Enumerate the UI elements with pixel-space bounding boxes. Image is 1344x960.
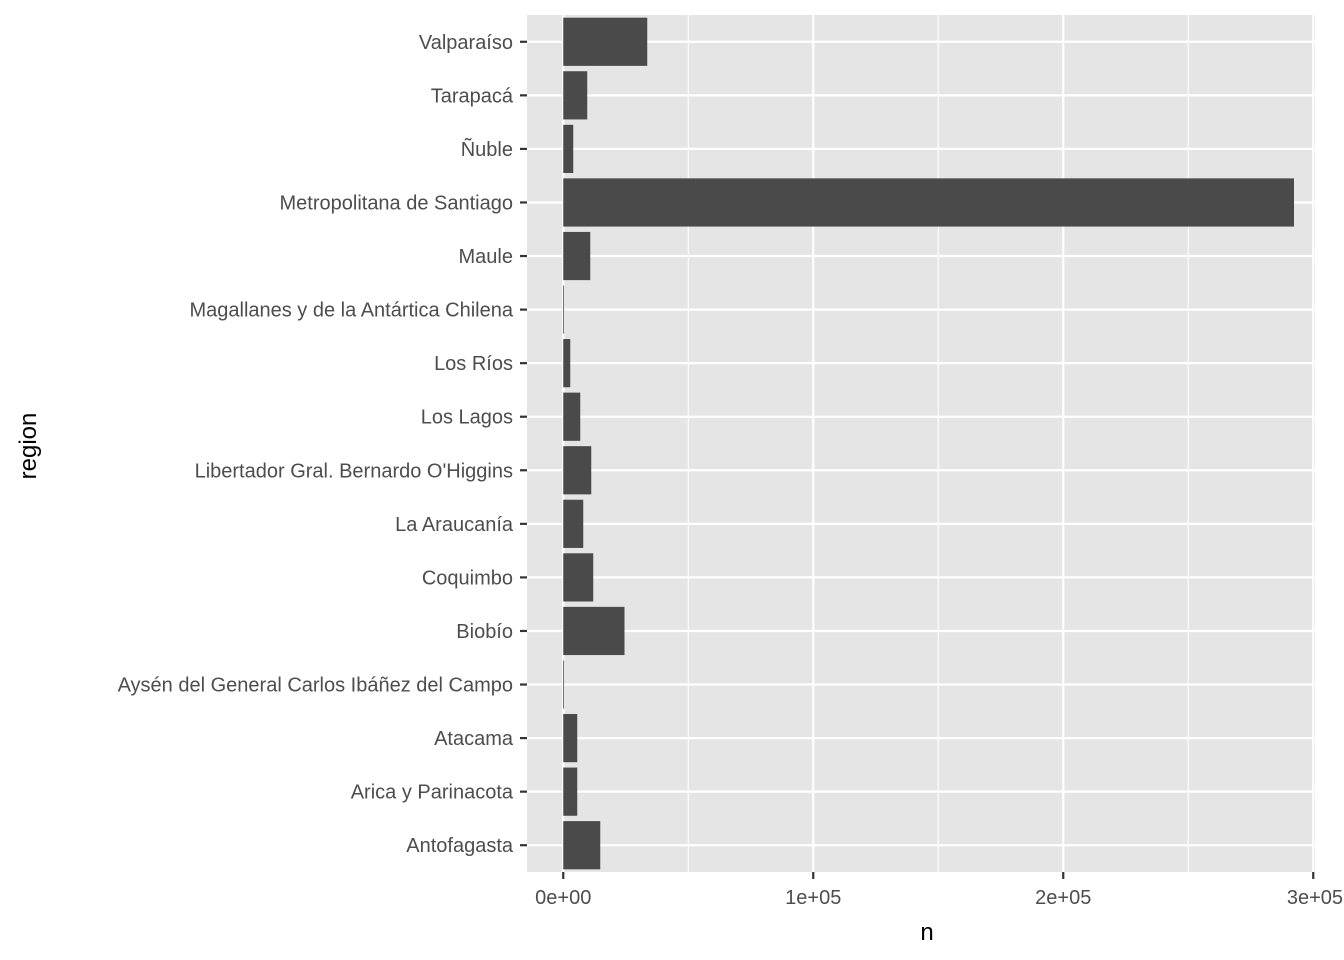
bar xyxy=(563,713,578,763)
y-tick-label: Biobío xyxy=(456,621,513,643)
y-tick-label: Coquimbo xyxy=(422,567,513,589)
x-tick-label: 0e+00 xyxy=(535,887,591,909)
y-tick-label: La Araucanía xyxy=(395,514,514,536)
bar xyxy=(563,821,601,870)
bar xyxy=(563,767,578,816)
grid-lines xyxy=(527,15,1315,872)
y-tick-label: Libertador Gral. Bernardo O'Higgins xyxy=(195,460,513,482)
bar xyxy=(563,71,588,120)
y-tick-label: Valparaíso xyxy=(419,32,513,54)
y-tick-label: Los Lagos xyxy=(421,407,513,429)
bar xyxy=(563,553,594,602)
bar xyxy=(563,660,565,709)
y-axis: Antofagasta Arica y Parinacota Atacama Aysé… xyxy=(118,32,527,857)
x-axis-title: n xyxy=(920,919,933,946)
bar xyxy=(563,339,571,388)
bar xyxy=(563,606,625,656)
bar xyxy=(563,499,584,548)
y-tick-label: Los Ríos xyxy=(434,353,513,375)
y-tick-label: Maule xyxy=(459,246,513,268)
x-tick-label: 1e+05 xyxy=(785,887,841,909)
y-tick-label: Ñuble xyxy=(461,137,513,161)
bar xyxy=(563,124,574,174)
plot-panel xyxy=(527,15,1315,872)
y-tick-label: Magallanes y de la Antártica Chilena xyxy=(189,300,513,322)
bar xyxy=(563,178,1294,227)
x-axis: 0e+00 1e+05 2e+05 3e+05 xyxy=(535,872,1343,909)
y-tick-label: Metropolitana de Santiago xyxy=(280,192,514,214)
y-tick-label: Atacama xyxy=(434,728,514,750)
bar xyxy=(563,392,581,441)
bar xyxy=(563,446,592,495)
y-tick-label: Arica y Parinacota xyxy=(351,782,514,804)
y-tick-label: Aysén del General Carlos Ibáñez del Camp… xyxy=(118,675,513,697)
y-axis-title: region xyxy=(15,413,42,480)
x-tick-label: 3e+05 xyxy=(1287,887,1343,909)
bars xyxy=(563,17,1294,870)
bar xyxy=(563,285,565,334)
x-tick-label: 2e+05 xyxy=(1035,887,1091,909)
y-tick-label: Tarapacá xyxy=(431,85,514,107)
bar xyxy=(563,17,648,66)
bar xyxy=(563,231,591,281)
y-tick-label: Antofagasta xyxy=(406,835,514,857)
